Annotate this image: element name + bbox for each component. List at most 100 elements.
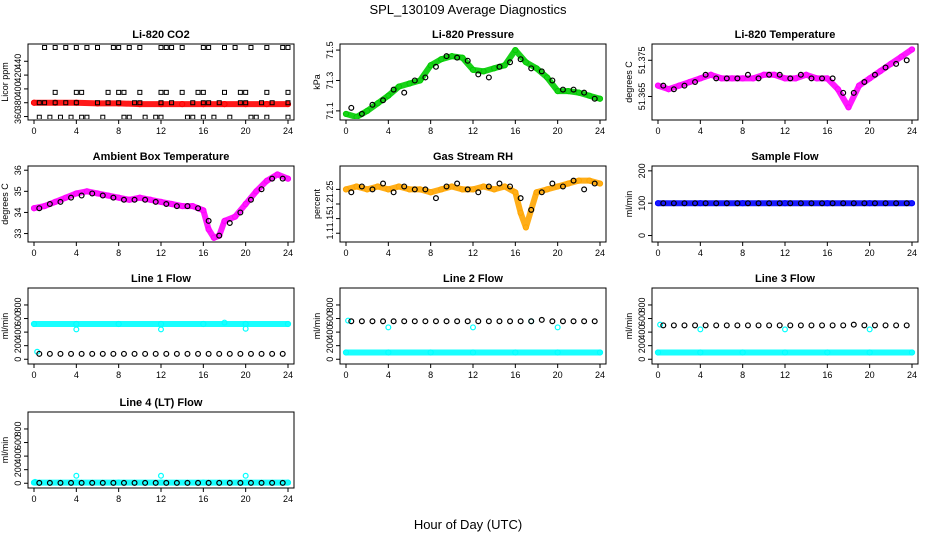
x-tick-label: 12 [468,126,478,136]
data-point [380,97,387,104]
data-point [46,479,53,486]
data-point [570,86,577,93]
band-point [210,234,218,241]
data-point [808,75,815,82]
data-point-square [190,114,196,119]
x-tick-label: 16 [822,126,832,136]
x-tick-label: 12 [156,126,166,136]
data-point-square [243,100,249,106]
data-point [432,318,439,325]
data-point [131,479,138,486]
band-point [221,101,228,108]
x-tick-label: 20 [241,248,251,258]
y-tick-label: 100 [637,196,647,211]
data-point [871,322,878,329]
x-tick-label: 20 [553,370,563,380]
data-point [242,472,249,479]
band-point [274,171,281,178]
x-tick-label: 12 [156,248,166,258]
data-point [808,200,815,207]
data-point [78,192,85,199]
data-point-square [73,45,79,50]
data-point [819,75,826,82]
data-point-square [169,100,175,106]
data-point [840,89,847,96]
data-point [369,101,376,108]
data-point [358,110,365,117]
data-point [195,205,202,212]
data-point-square [285,45,291,50]
data-point [861,322,868,329]
band-point [427,349,434,356]
data-point [517,318,524,325]
data-point [713,322,720,329]
x-tick-label: 4 [74,494,79,504]
data-point [882,64,889,71]
data-point [850,321,857,328]
x-tick-label: 24 [283,126,293,136]
y-axis-label: degrees C [0,183,10,225]
data-point [73,326,80,333]
data-layer [654,46,916,111]
y-tick-label: 200 [325,338,335,353]
band-point [512,349,519,356]
data-point [57,350,64,357]
data-point [226,350,233,357]
y-tick-label: 71.5 [325,41,335,59]
data-point [797,71,804,78]
data-point [581,186,588,193]
data-point [882,322,889,329]
data-point [390,189,397,196]
data-point [744,322,751,329]
band-point [908,46,916,53]
data-point [46,350,53,357]
data-point-square [227,114,233,119]
band-point [115,320,122,328]
y-tick-label: 35 [13,186,23,196]
data-point [258,350,265,357]
x-tick-label: 8 [428,370,433,380]
data-point [205,479,212,486]
data-point-square [126,114,132,119]
x-tick-label: 16 [510,248,520,258]
data-point [443,53,450,60]
data-point [470,324,477,331]
data-point [871,200,878,207]
band-point [284,101,292,108]
y-tick-label: 200 [13,338,23,353]
data-point [348,104,355,111]
band-point [469,66,477,73]
data-point-square [137,45,143,50]
panel-title: Line 2 Flow [443,273,503,285]
data-point [46,201,53,208]
data-point-square [158,100,164,106]
band-point [342,349,350,356]
x-tick-label: 16 [198,494,208,504]
data-point [221,319,228,326]
data-point [258,186,265,193]
x-tick-label: 20 [553,248,563,258]
data-point [776,200,783,207]
data-point-square [73,100,79,106]
band-point [781,349,789,356]
data-point [269,479,276,486]
y-tick-label: 1.15 [325,210,335,228]
data-point-square [47,114,53,119]
data-layer [30,45,292,119]
band-point [522,59,530,66]
x-tick-label: 8 [116,248,121,258]
data-point [152,350,159,357]
data-point [216,350,223,357]
y-tick-label: 0 [325,357,335,362]
data-point [893,60,900,67]
data-layer [342,46,604,119]
data-point [195,350,202,357]
x-tick-label: 12 [468,370,478,380]
panel-8: Line 2 Flow 0 4 8 12 16 20 24 0 200400600800ml/mi… [312,273,607,380]
data-point [496,180,503,187]
data-point-square [63,45,69,50]
data-point-square [264,45,270,50]
data-point [158,326,165,333]
y-tick-label: 400 [637,325,647,340]
y-tick-label: 400 [13,81,23,96]
